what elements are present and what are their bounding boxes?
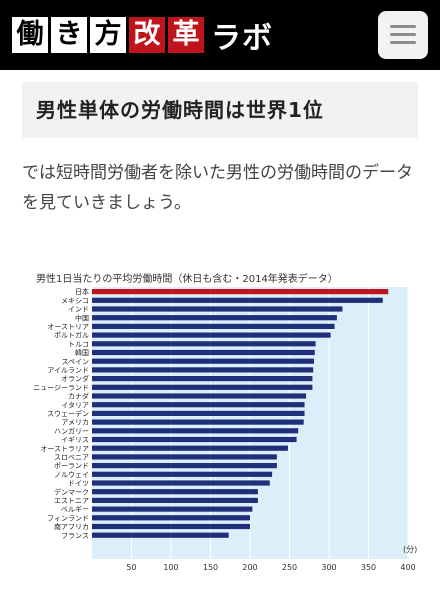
bar-21 (92, 463, 277, 469)
bar-27 (92, 515, 250, 521)
logo-char-2: き (51, 17, 87, 53)
bar-18 (92, 436, 297, 443)
category-label-17: ハンガリー (54, 426, 89, 435)
bar-25 (92, 497, 258, 503)
bar-17 (92, 428, 299, 434)
site-logo[interactable]: 働 き 方 改 革 ラボ (12, 16, 273, 56)
hamburger-line-2 (390, 33, 416, 36)
category-label-4: 中国 (75, 313, 89, 322)
bar-23 (92, 480, 270, 486)
logo-tail: ラボ (211, 21, 273, 56)
logo-char-4: 改 (129, 17, 165, 53)
category-label-28: 南アフリカ (54, 522, 89, 531)
category-label-20: スロベニア (54, 454, 89, 462)
bar-3 (92, 306, 343, 312)
category-label-14: イタリア (61, 400, 89, 409)
bar-10 (92, 367, 314, 373)
category-label-21: ポーランド (54, 462, 89, 470)
bar-19 (92, 445, 288, 451)
x-tick-label-5: 250 (282, 563, 297, 572)
category-label-29: フランス (61, 532, 89, 540)
category-label-16: アメリカ (61, 419, 89, 427)
x-tick-label-2: 100 (163, 563, 178, 572)
bar-4 (92, 315, 337, 321)
category-label-18: イギリス (61, 436, 89, 444)
hamburger-menu-button[interactable] (378, 11, 428, 59)
x-tick-label-3: 150 (203, 563, 218, 572)
category-label-19: オーストラリア (40, 445, 89, 453)
bar-9 (92, 358, 314, 364)
hamburger-line-1 (390, 25, 416, 28)
x-tick-label-7: 350 (361, 563, 376, 572)
bar-28 (92, 523, 250, 530)
logo-char-1: 働 (12, 17, 48, 53)
category-label-23: ドイツ (68, 480, 89, 488)
bar-20 (92, 454, 277, 460)
section-heading: 男性単体の労働時間は世界1位 (22, 82, 418, 138)
category-label-2: メキシコ (61, 297, 89, 305)
axis-unit-label: (分) (403, 545, 417, 554)
bar-6 (92, 332, 331, 338)
category-label-13: カナダ (68, 392, 89, 401)
category-label-25: エストニア (54, 497, 89, 505)
category-label-10: アイルランド (47, 367, 89, 375)
intro-paragraph: では短時間労働者を除いた男性の労働時間のデータを見ていきましょう。 (22, 163, 413, 213)
category-label-8: 韓国 (75, 348, 89, 357)
bar-2 (92, 297, 383, 303)
category-label-9: スペイン (61, 358, 89, 366)
category-label-27: フィンランド (47, 514, 89, 522)
logo-char-3: 方 (90, 17, 126, 53)
category-label-3: インド (68, 306, 89, 314)
category-label-6: ポルトガル (54, 331, 89, 340)
bar-8 (92, 349, 315, 356)
category-label-15: スウェーデン (47, 409, 89, 418)
logo-char-5: 革 (168, 17, 204, 53)
bar-26 (92, 506, 253, 512)
category-label-1: 日本 (75, 287, 89, 296)
chart-title: 男性1日当たりの平均労働時間（休日も含む・2014年発表データ） (36, 272, 338, 285)
hamburger-line-3 (390, 41, 416, 44)
bar-13 (92, 393, 307, 399)
bar-1 (92, 289, 389, 295)
site-header: 働 き 方 改 革 ラボ (0, 0, 440, 70)
bar-29 (92, 532, 229, 538)
category-label-26: ベルギー (61, 506, 89, 514)
category-label-12: ニュージーランド (33, 384, 89, 392)
bar-11 (92, 376, 313, 382)
bar-15 (92, 410, 305, 416)
bar-12 (92, 384, 313, 390)
category-label-5: オーストリア (47, 323, 89, 331)
bar-5 (92, 323, 335, 329)
bar-24 (92, 489, 258, 495)
x-tick-label-8: 400 (400, 563, 415, 572)
bar-14 (92, 402, 305, 408)
x-tick-label-6: 300 (321, 563, 336, 572)
category-label-7: トルコ (68, 340, 89, 348)
x-tick-label-4: 200 (242, 563, 257, 572)
bar-7 (92, 341, 316, 347)
bar-16 (92, 419, 304, 425)
category-label-11: オランダ (61, 374, 89, 383)
x-tick-label-1: 50 (126, 563, 136, 572)
bar-22 (92, 471, 273, 477)
category-label-22: ノルウェイ (54, 471, 89, 479)
category-label-24: デンマーク (54, 487, 89, 496)
labor-hours-bar-chart: 男性1日当たりの平均労働時間（休日も含む・2014年発表データ） 日本メキシコイ… (33, 272, 417, 572)
